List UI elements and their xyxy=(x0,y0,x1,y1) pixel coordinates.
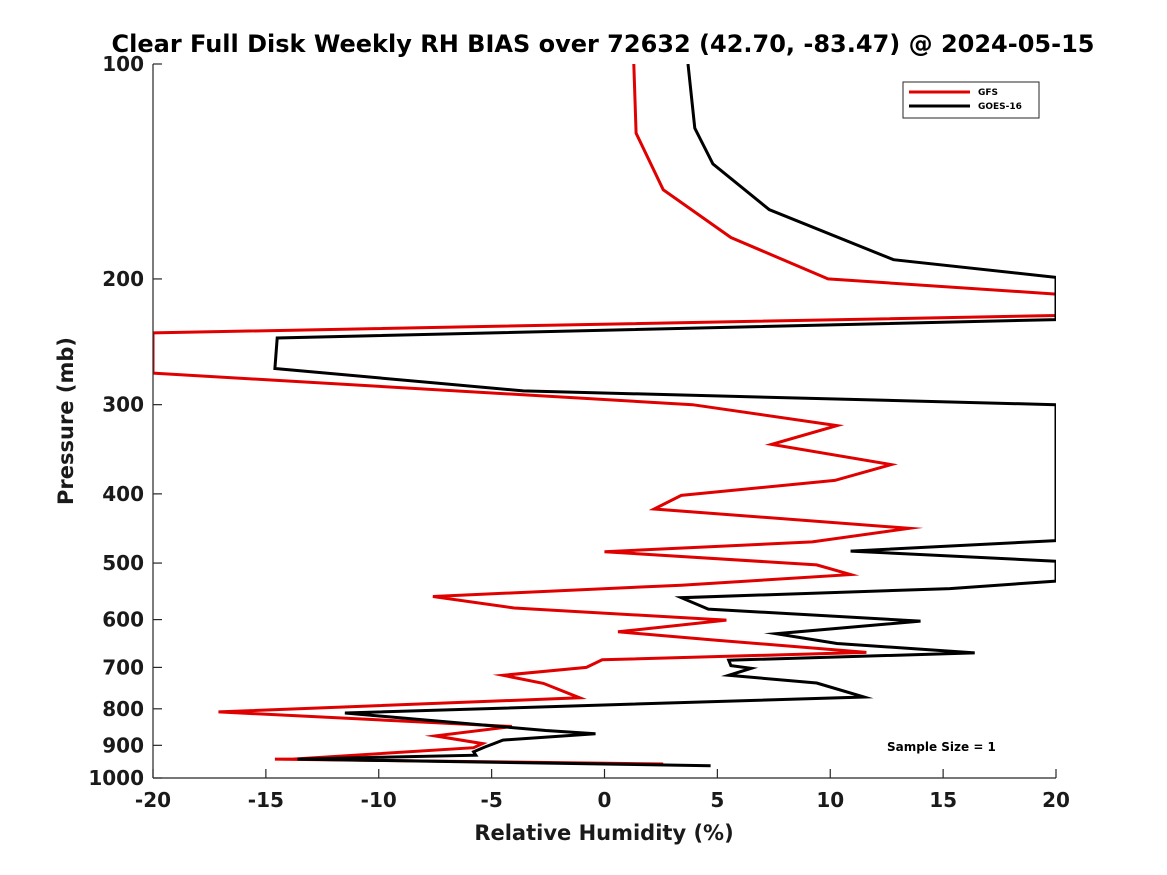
y-tick-label: 400 xyxy=(102,482,144,506)
sample-size-annotation: Sample Size = 1 xyxy=(887,740,996,754)
legend: GFS GOES-16 xyxy=(902,81,1040,119)
series-layer xyxy=(153,64,1056,768)
y-tick-label: 500 xyxy=(102,551,144,575)
series-line-goes-16 xyxy=(273,64,1056,768)
y-tick-label: 800 xyxy=(102,697,144,721)
x-tick-label: -5 xyxy=(481,788,503,812)
y-tick-label: 700 xyxy=(102,655,144,679)
legend-label: GFS xyxy=(978,88,998,98)
x-tick-label: 15 xyxy=(929,788,957,812)
chart-title: Clear Full Disk Weekly RH BIAS over 7263… xyxy=(112,30,1095,58)
x-tick-label: 0 xyxy=(598,788,612,812)
y-tick-label: 600 xyxy=(102,608,144,632)
y-axis-label: Pressure (mb) xyxy=(54,337,78,505)
x-tick-label: 5 xyxy=(710,788,724,812)
x-tick-label: 20 xyxy=(1042,788,1070,812)
y-tick-label: 900 xyxy=(102,733,144,757)
y-tick-label: 1000 xyxy=(88,766,144,790)
x-tick-label: -10 xyxy=(361,788,397,812)
y-tick-label: 100 xyxy=(102,52,144,76)
x-axis-label: Relative Humidity (%) xyxy=(474,821,733,845)
y-tick-label: 300 xyxy=(102,393,144,417)
legend-box xyxy=(902,81,1040,119)
x-tick-label: 10 xyxy=(816,788,844,812)
legend-label: GOES-16 xyxy=(978,102,1022,112)
x-tick-label: -20 xyxy=(135,788,171,812)
axes-layer: -20 -15 -10 -5 0 5 10 15 20 100 200 300 400 500 600 700… xyxy=(88,52,1070,812)
series-line-gfs xyxy=(153,64,1056,766)
x-tick-label: -15 xyxy=(248,788,284,812)
y-tick-label: 200 xyxy=(102,267,144,291)
